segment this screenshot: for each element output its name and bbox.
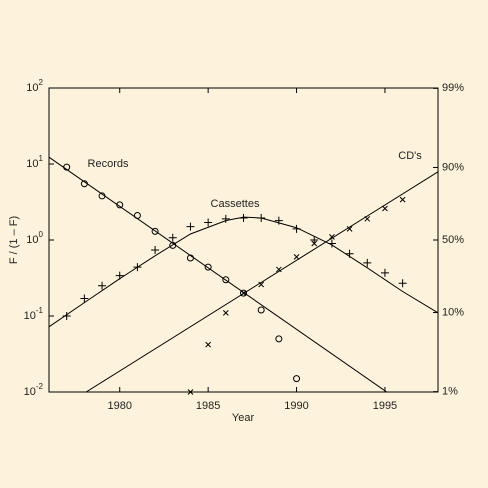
data-point — [258, 281, 265, 288]
y-tick-label: 102 — [26, 78, 43, 94]
series-label: CD's — [398, 150, 422, 162]
data-point — [274, 216, 283, 225]
data-point — [80, 180, 88, 188]
data-point — [222, 276, 230, 284]
y-tick-base: 10 — [24, 310, 36, 322]
y2-tick-label: 50% — [442, 234, 464, 246]
data-point — [311, 240, 318, 247]
series-label: Cassettes — [211, 198, 260, 210]
data-point — [240, 289, 247, 297]
data-point — [240, 290, 247, 296]
data-point — [169, 241, 177, 249]
fit-line — [85, 171, 439, 393]
y-tick-exponent: -1 — [36, 306, 44, 315]
y-tick-base: 10 — [26, 234, 38, 246]
y-tick-base: 10 — [24, 386, 36, 398]
data-point — [186, 222, 195, 231]
x-tick-label: 1995 — [373, 400, 397, 412]
data-point — [98, 192, 106, 200]
data-point — [151, 227, 159, 235]
data-point — [204, 218, 213, 227]
data-point — [98, 281, 107, 290]
data-point — [205, 341, 211, 348]
data-point — [204, 263, 212, 271]
y-tick-exponent: 0 — [39, 230, 44, 239]
data-point — [62, 312, 71, 320]
x-tick-label: 1990 — [284, 400, 308, 412]
y-tick-exponent: 1 — [39, 154, 44, 163]
y-tick-exponent: 2 — [39, 78, 44, 87]
data-point — [168, 233, 177, 242]
series-label: Records — [88, 158, 129, 170]
y-tick-base: 10 — [26, 82, 38, 94]
data-point — [293, 375, 301, 383]
data-point — [364, 215, 371, 222]
data-point — [222, 310, 229, 316]
x-tick-label: 1985 — [196, 400, 220, 412]
y2-tick-label: 10% — [442, 306, 464, 318]
data-point — [116, 201, 124, 209]
y2-tick-label: 1% — [442, 386, 458, 398]
data-point — [327, 239, 336, 248]
y-axis-label: F / (1 – F) — [8, 216, 20, 264]
y-tick-base: 10 — [26, 158, 38, 170]
x-axis-label: Year — [232, 412, 255, 424]
data-point — [329, 234, 335, 240]
data-point — [346, 226, 353, 232]
data-point — [257, 306, 265, 314]
data-point — [257, 213, 266, 222]
data-point — [363, 258, 372, 267]
data-point — [133, 263, 142, 272]
data-point — [239, 213, 248, 222]
data-point — [292, 224, 301, 233]
data-point — [276, 266, 282, 273]
y2-tick-label: 90% — [442, 161, 464, 173]
data-point — [80, 294, 89, 303]
data-point — [380, 268, 389, 277]
x-tick-label: 1980 — [107, 400, 131, 412]
data-point — [382, 205, 388, 212]
data-point — [399, 196, 406, 203]
data-point — [275, 335, 283, 343]
data-point — [151, 245, 160, 254]
y-tick-label: 10-2 — [24, 382, 44, 398]
y-tick-label: 100 — [26, 230, 43, 246]
data-point — [187, 389, 194, 395]
data-point — [115, 271, 124, 280]
y-tick-exponent: -2 — [36, 382, 44, 391]
data-point — [398, 279, 407, 288]
y-tick-label: 101 — [26, 154, 43, 170]
data-point — [345, 249, 354, 258]
y2-tick-label: 99% — [442, 82, 464, 94]
data-point — [186, 254, 194, 262]
data-point — [293, 254, 300, 260]
data-point — [221, 214, 230, 223]
data-point — [63, 163, 71, 171]
y-tick-label: 10-1 — [24, 306, 44, 322]
data-point — [133, 212, 141, 220]
data-point — [310, 236, 319, 244]
